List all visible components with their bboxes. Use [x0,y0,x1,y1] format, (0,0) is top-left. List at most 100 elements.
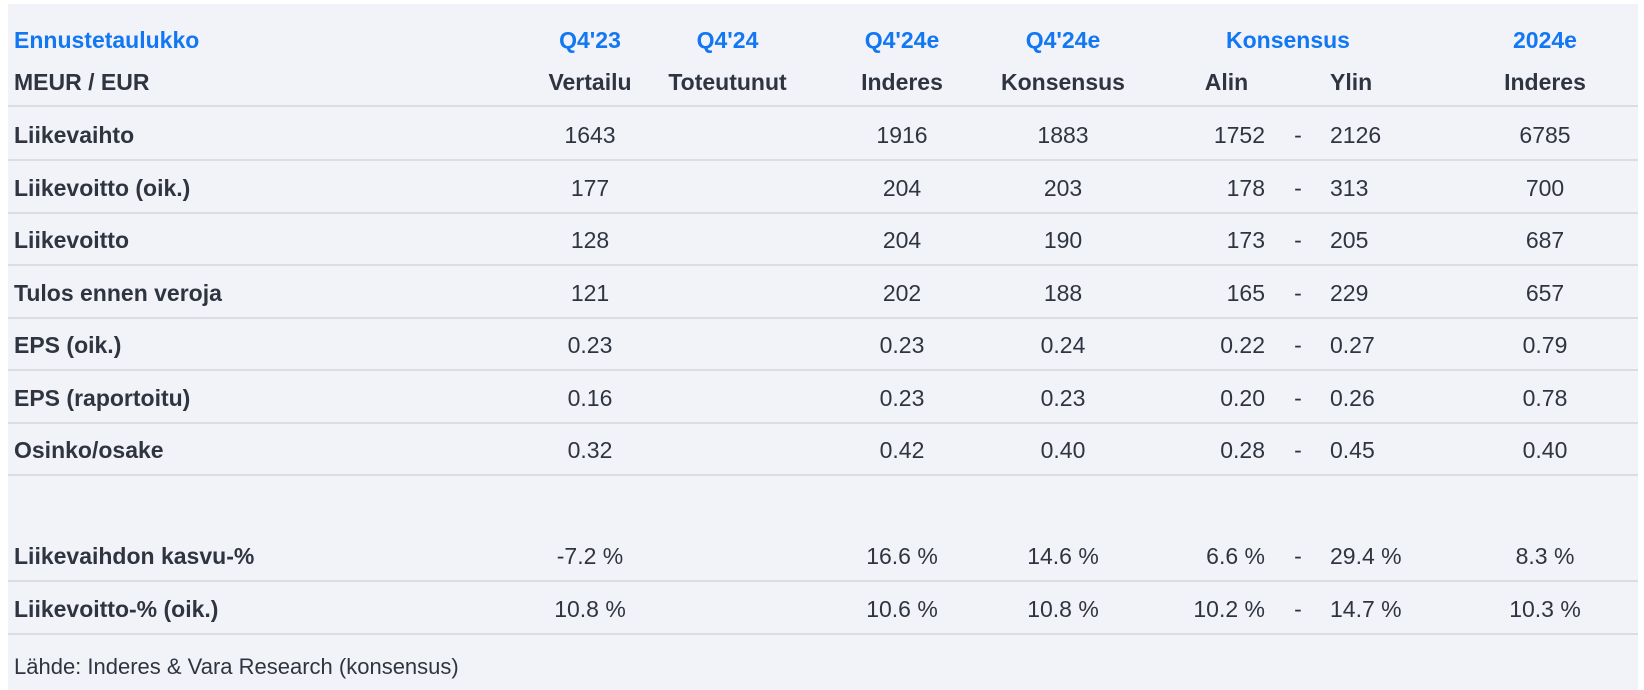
cell-ylin: 0.45 [1330,437,1375,463]
cell-ylin: 0.27 [1330,332,1375,358]
cell-alin: 0.28 [1220,437,1265,463]
subheader-inderes: Inderes [861,69,943,95]
cell-konsensus: 0.24 [1040,332,1086,358]
row-label: Liikevoitto-% (oik.) [14,595,219,622]
forecast-table: Ennustetaulukko Q4'23 Q4'24 Q4'24e Q4'24… [8,4,1638,690]
cell-ylin: 229 [1330,279,1369,306]
cell-konsensus: 203 [1043,174,1083,201]
range-dash: - [1294,543,1302,569]
cell-ylin: 313 [1330,174,1369,201]
cell-alin: 173 [1226,227,1265,253]
cell-alin: 6.6 % [1206,543,1265,569]
row-divider [8,632,1638,635]
range-dash: - [1294,279,1302,306]
cell-y2024: 700 [1525,174,1565,201]
cell-inderes: 0.42 [879,437,925,463]
cell-y2024: 0.79 [1522,332,1568,358]
header-row-sources: MEUR / EUR Vertailu Toteutunut Inderes K… [8,56,1638,108]
cell-inderes: 10.6 % [866,595,938,622]
row-divider [8,159,1638,161]
row-label: Liikevoitto [14,227,130,253]
cell-y2024: 8.3 % [1515,543,1575,569]
cell-alin: 0.20 [1220,384,1265,411]
cell-konsensus: 14.6 % [1027,543,1099,569]
table-row: Liikevaihdon kasvu-% -7.2 % 16.6 % 14.6 % 6.… [8,530,1638,582]
cell-alin: 10.2 % [1193,595,1265,622]
cell-y2024: 10.3 % [1509,595,1581,622]
table-row: Liikevaihto 1643 1916 1883 1752 - 2126 6785 [8,109,1638,161]
col-header-q424: Q4'24 [696,27,759,53]
subheader-alin: Alin [1204,69,1249,95]
cell-ylin: 205 [1330,227,1369,253]
range-dash: - [1294,384,1302,411]
source-note: Lähde: Inderes & Vara Research (konsensu… [14,654,459,679]
cell-y2024: 6785 [1519,122,1571,148]
cell-ylin: 14.7 % [1330,595,1402,622]
col-header-q424e-inderes: Q4'24e [864,27,940,53]
cell-q423: 1643 [564,122,616,148]
cell-y2024: 0.78 [1522,384,1568,411]
cell-y2024: 657 [1525,279,1565,306]
row-label: EPS (raportoitu) [14,384,191,411]
row-divider [8,421,1638,424]
cell-alin: 0.22 [1220,332,1265,358]
subheader-2024e-inderes: Inderes [1504,69,1586,95]
table-row: EPS (raportoitu) 0.16 0.23 0.23 0.20 - 0.26 0.7… [8,372,1638,424]
cell-q423: 128 [570,227,610,253]
row-divider [8,580,1638,582]
cell-ylin: 29.4 % [1330,543,1402,569]
row-label: Tulos ennen veroja [14,279,222,306]
col-header-konsensus-range: Konsensus [1226,27,1350,53]
cell-q423: 177 [570,174,610,201]
subheader-vertailu: Vertailu [548,69,632,95]
cell-inderes: 1916 [876,122,928,148]
table-row: Osinko/osake 0.32 0.42 0.40 0.28 - 0.45 0.40 [8,424,1638,476]
row-label: Liikevaihdon kasvu-% [14,543,255,569]
row-label: EPS (oik.) [14,332,122,358]
col-header-q423: Q4'23 [559,27,621,53]
cell-konsensus: 188 [1043,279,1083,306]
cell-alin: 178 [1226,174,1265,201]
cell-ylin: 2126 [1330,122,1382,148]
range-dash: - [1294,437,1302,463]
table-row: Liikevoitto 128 204 190 173 - 205 687 [8,214,1638,266]
row-divider [8,316,1638,319]
subheader-ylin: Ylin [1330,69,1373,95]
cell-konsensus: 0.40 [1040,437,1086,463]
subheader-konsensus: Konsensus [1001,69,1125,95]
col-header-q424e-konsensus: Q4'24e [1025,27,1101,53]
row-divider [8,211,1638,214]
cell-konsensus: 190 [1043,227,1083,253]
cell-q423: 0.23 [567,332,613,358]
subheader-toteutunut: Toteutunut [668,69,787,95]
range-dash: - [1294,122,1302,148]
cell-y2024: 687 [1525,227,1565,253]
cell-inderes: 202 [882,279,922,306]
row-divider [8,264,1638,266]
unit-label: MEUR / EUR [14,69,150,95]
cell-konsensus: 10.8 % [1027,595,1099,622]
range-dash: - [1294,332,1302,358]
table-row: Liikevoitto (oik.) 177 204 203 178 - 313 700 [8,162,1638,214]
cell-q423: 10.8 % [554,595,626,622]
table-row: Tulos ennen veroja 121 202 188 165 - 229 657 [8,267,1638,319]
range-dash: - [1294,174,1302,201]
range-dash: - [1294,227,1302,253]
cell-konsensus: 0.23 [1040,384,1086,411]
cell-inderes: 0.23 [879,384,925,411]
cell-ylin: 0.26 [1330,384,1375,411]
row-divider [8,369,1638,371]
cell-konsensus: 1883 [1037,122,1089,148]
table-title: Ennustetaulukko [14,27,200,53]
row-label: Liikevoitto (oik.) [14,174,191,201]
cell-q423: -7.2 % [556,543,624,569]
cell-q423: 0.32 [567,437,613,463]
cell-alin: 165 [1226,279,1265,306]
table-row: EPS (oik.) 0.23 0.23 0.24 0.22 - 0.27 0.79 [8,319,1638,371]
col-header-2024e: 2024e [1513,27,1577,53]
cell-alin: 1752 [1213,122,1265,148]
range-dash: - [1294,595,1302,622]
row-label: Osinko/osake [14,437,164,463]
cell-q423: 0.16 [567,384,613,411]
cell-inderes: 204 [882,174,922,201]
